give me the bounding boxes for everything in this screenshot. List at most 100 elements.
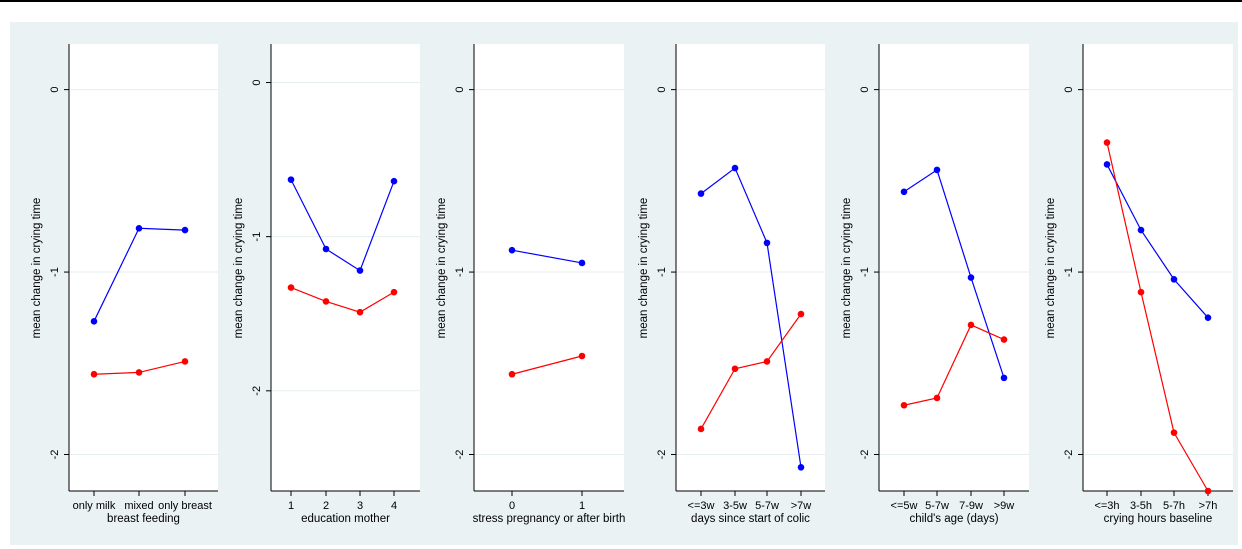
y-tick-label: -1 xyxy=(656,267,668,277)
data-point xyxy=(731,365,739,373)
plot-area xyxy=(879,44,1029,491)
y-axis-label: mean change in crying time xyxy=(841,198,853,339)
x-tick-label: >7h xyxy=(1199,500,1218,512)
x-axis-label: child's age (days) xyxy=(909,513,998,525)
y-axis-label: mean change in crying time xyxy=(638,198,650,339)
data-point xyxy=(508,370,516,378)
data-point xyxy=(181,226,189,234)
series-line xyxy=(290,286,395,313)
y-tick-label: -1 xyxy=(1063,267,1075,277)
y-tick-label: 0 xyxy=(454,87,466,93)
plot-area xyxy=(271,44,420,491)
data-point xyxy=(967,321,975,329)
y-tick-label: -2 xyxy=(454,450,466,460)
series-line xyxy=(700,313,802,430)
x-tick-label: >9w xyxy=(994,500,1015,512)
series-line xyxy=(511,355,583,375)
y-axis-label: mean change in crying time xyxy=(1045,198,1057,339)
data-point xyxy=(1137,226,1145,234)
x-tick-label: 3-5w xyxy=(723,500,747,512)
y-tick-label: -2 xyxy=(656,450,668,460)
data-point xyxy=(90,318,98,325)
data-point xyxy=(1000,374,1008,382)
plot-area xyxy=(69,44,218,491)
y-tick-label: 0 xyxy=(1063,87,1075,93)
data-point xyxy=(933,394,941,402)
x-tick-label: mixed xyxy=(124,500,153,512)
data-point xyxy=(1170,276,1178,283)
y-tick-label: -1 xyxy=(859,267,871,277)
series-line xyxy=(903,324,1005,406)
x-axis-label: education mother xyxy=(301,513,390,525)
data-point xyxy=(933,166,941,174)
x-tick-label: 1 xyxy=(579,500,585,512)
data-point xyxy=(797,310,805,318)
series-line xyxy=(700,167,802,468)
x-tick-label: <=3h xyxy=(1094,500,1119,512)
x-axis-label: crying hours baseline xyxy=(1104,513,1213,525)
data-point xyxy=(763,358,771,365)
x-tick-label: 0 xyxy=(509,500,515,512)
data-point xyxy=(508,246,516,254)
y-tick-label: -2 xyxy=(859,450,871,460)
data-point xyxy=(697,425,705,433)
series-line xyxy=(511,249,583,264)
x-axis-label: stress pregnancy or after birth xyxy=(473,513,626,525)
y-tick-label: 0 xyxy=(859,87,871,93)
series-line xyxy=(290,179,395,272)
data-point xyxy=(797,463,805,471)
data-point xyxy=(1137,288,1145,296)
x-axis-label: breast feeding xyxy=(107,513,180,525)
x-tick-label: only milk xyxy=(73,500,116,512)
x-tick-label: only breast xyxy=(158,500,212,512)
data-point xyxy=(287,176,295,183)
data-point xyxy=(578,259,586,267)
x-axis-label: days since start of colic xyxy=(691,513,810,525)
data-point xyxy=(181,358,189,365)
y-tick-label: 0 xyxy=(49,87,61,93)
x-tick-label: 2 xyxy=(323,500,329,512)
data-point xyxy=(900,188,908,196)
data-point xyxy=(322,298,330,305)
y-tick-label: -2 xyxy=(251,386,263,396)
x-tick-label: 1 xyxy=(288,500,294,512)
y-tick-label: 0 xyxy=(656,87,668,93)
top-rule xyxy=(0,0,1242,2)
data-point xyxy=(1103,139,1111,146)
x-tick-label: <=5w xyxy=(891,500,918,512)
data-point xyxy=(1000,336,1008,343)
plot-area xyxy=(474,44,624,491)
x-tick-label: 5-7w xyxy=(755,500,779,512)
x-tick-label: 5-7w xyxy=(925,500,949,512)
y-tick-label: -2 xyxy=(1063,450,1075,460)
y-tick-label: -1 xyxy=(49,267,61,277)
x-tick-label: >7w xyxy=(791,500,812,512)
data-point xyxy=(135,369,143,376)
data-point xyxy=(1103,161,1111,168)
data-point xyxy=(90,370,98,378)
data-point xyxy=(390,288,398,296)
series-line xyxy=(1106,164,1209,319)
x-tick-label: 4 xyxy=(391,500,397,512)
x-tick-label: 3-5h xyxy=(1130,500,1152,512)
x-tick-label: 3 xyxy=(357,500,363,512)
data-point xyxy=(287,284,295,291)
y-tick-label: 0 xyxy=(251,79,263,85)
data-point xyxy=(697,190,705,197)
y-axis-label: mean change in crying time xyxy=(31,198,43,339)
data-point xyxy=(731,164,739,172)
data-point xyxy=(1204,314,1212,321)
x-tick-label: <=3w xyxy=(688,500,715,512)
data-point xyxy=(356,267,364,274)
data-point xyxy=(763,239,771,247)
data-point xyxy=(1204,487,1212,495)
data-point xyxy=(900,401,908,409)
y-tick-label: -1 xyxy=(251,232,263,242)
y-tick-label: -1 xyxy=(454,267,466,277)
